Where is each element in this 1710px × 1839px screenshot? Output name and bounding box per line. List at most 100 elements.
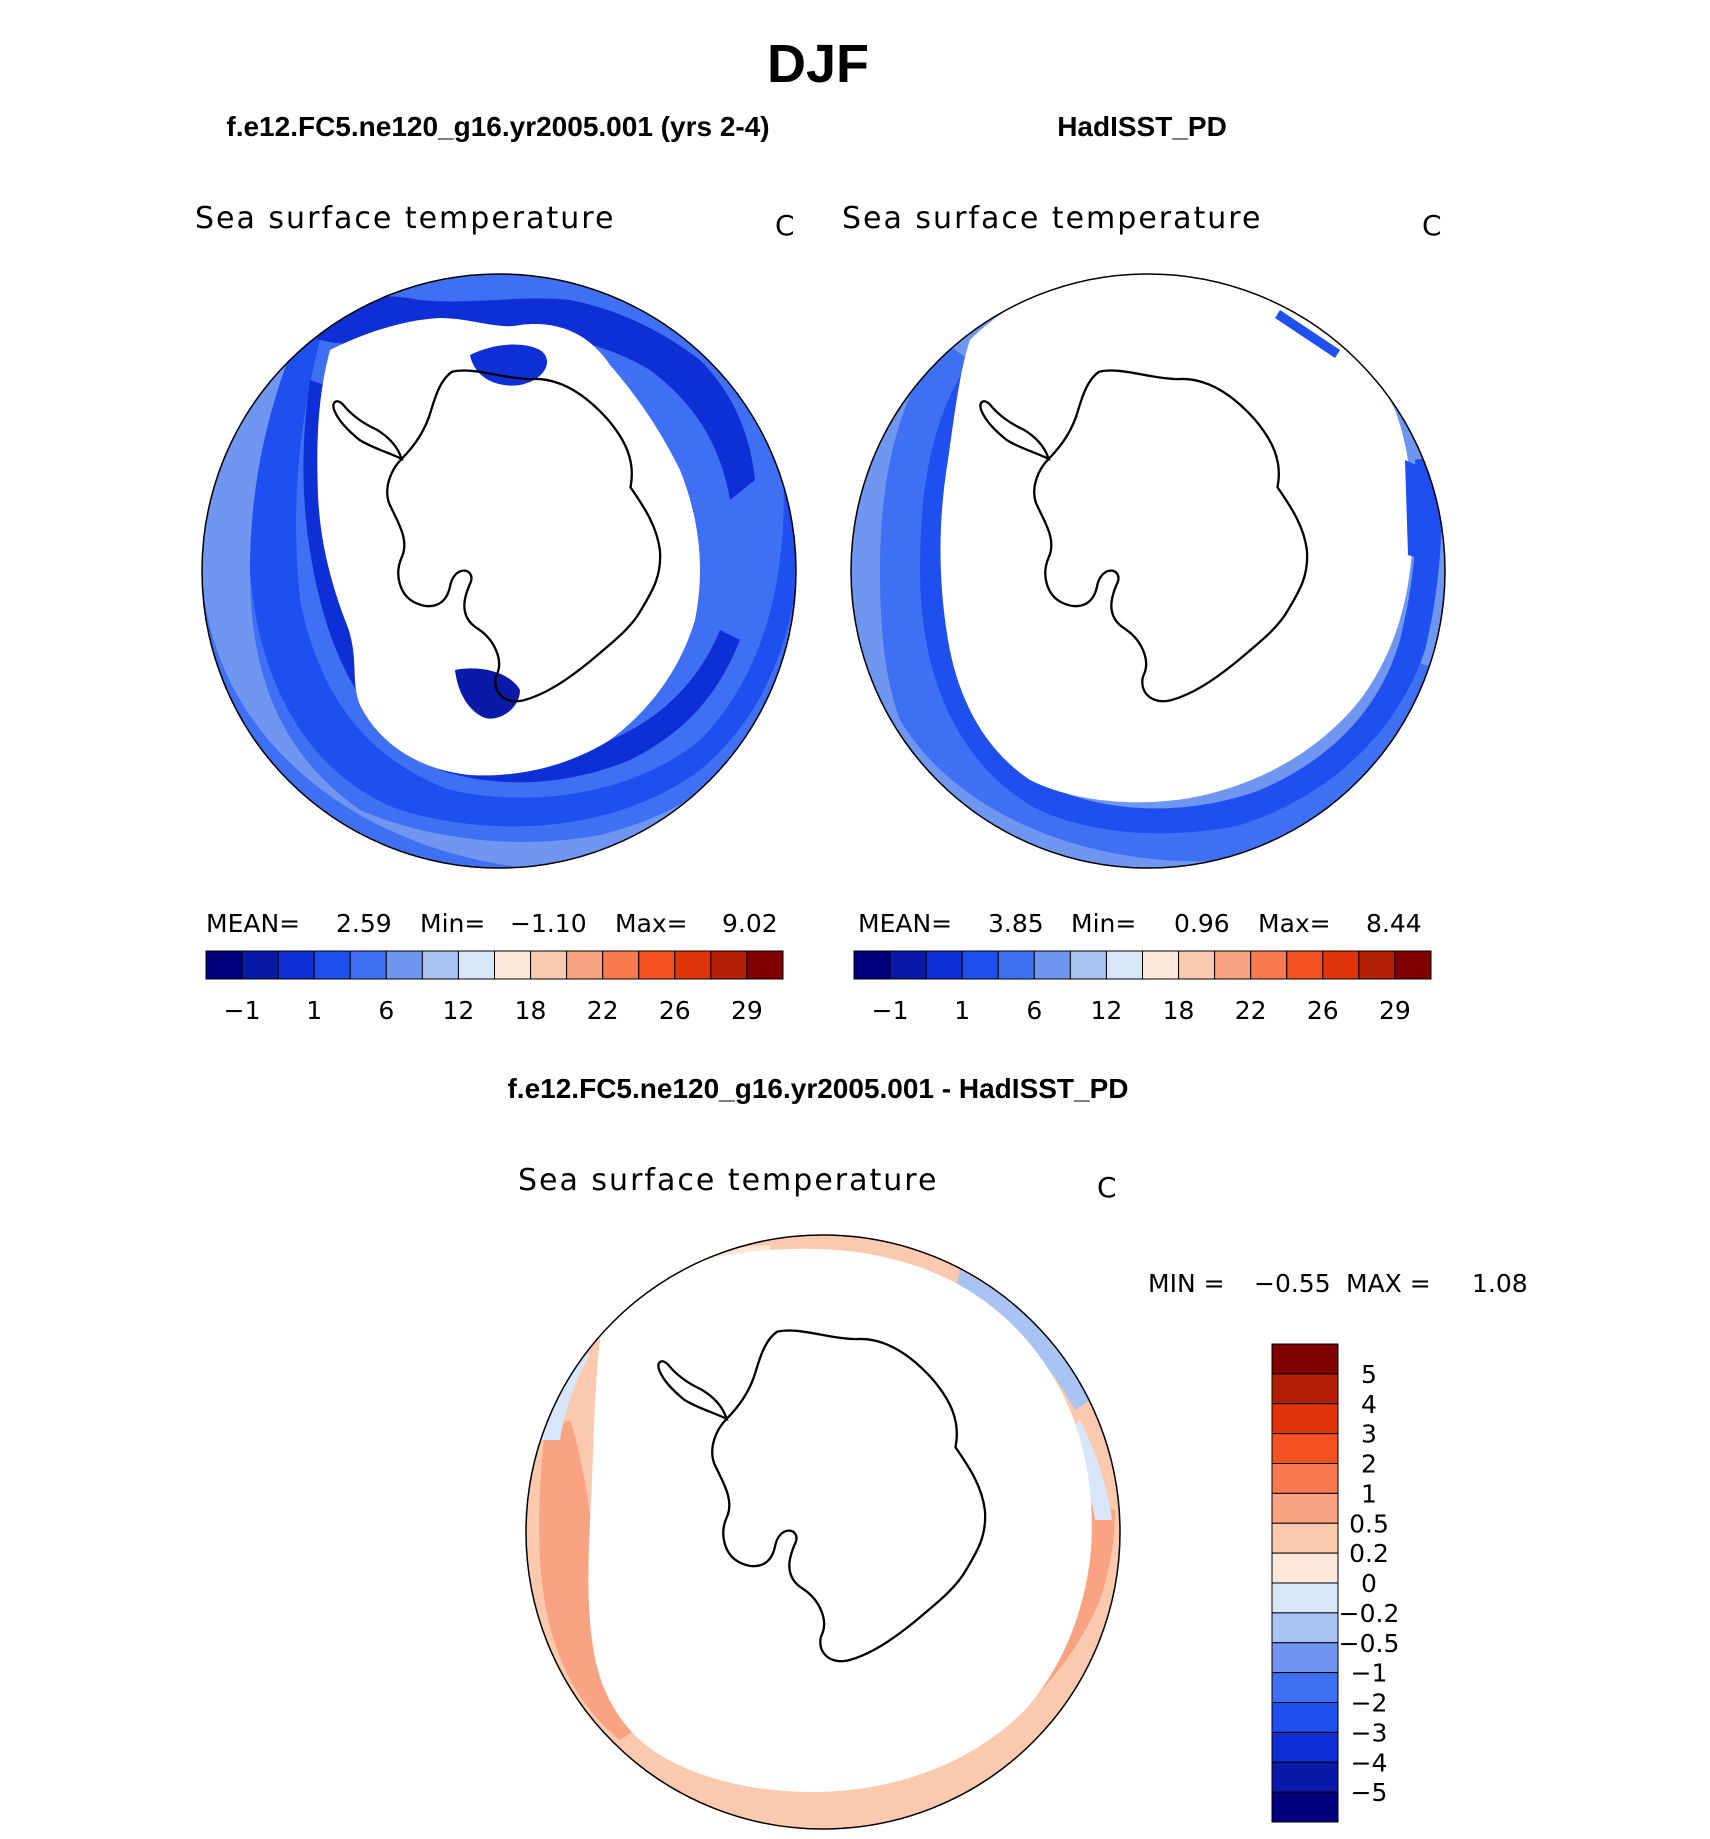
colorbar-tick-label: 0	[1361, 1569, 1377, 1598]
ice-gap-model-2	[455, 668, 520, 719]
colorbar-tick-label: 22	[1235, 996, 1267, 1025]
sea-ice-observations	[940, 274, 1413, 803]
colorbar-bin	[1271, 1761, 1339, 1793]
colorbar-tick-label: 29	[1379, 996, 1411, 1025]
map-border-difference	[525, 1234, 1121, 1830]
colorbar-tick-label: 18	[1163, 996, 1195, 1025]
map-band-model-cold	[300, 296, 755, 500]
colorbar-tick-label: −1	[224, 996, 261, 1025]
colorbar-tick-label: 1	[306, 996, 322, 1025]
colorbar-tick-label: −5	[1351, 1778, 1388, 1807]
mean-label-observations: MEAN=	[858, 909, 952, 938]
colorbar-tick-label: 3	[1361, 1420, 1377, 1449]
colorbar-bin	[349, 950, 387, 980]
colorbar-bin	[674, 950, 712, 980]
max-value-difference: 1.08	[1472, 1269, 1528, 1298]
mean-label-model: MEAN=	[206, 909, 300, 938]
colorbar-tick-label: −4	[1351, 1748, 1388, 1777]
colorbar-bin	[1322, 950, 1360, 980]
panel-difference: Sea surface temperature C MIN = −0.55 MA…	[518, 1163, 1528, 1830]
units-label-model: C	[775, 209, 795, 242]
min-value-model: −1.10	[510, 909, 587, 938]
colorbar-bin	[1271, 1582, 1339, 1614]
colorbar-bin	[1271, 1552, 1339, 1584]
colorbar-bin	[1271, 1373, 1339, 1405]
colorbar-model: −1 1 6 12 18 22 26 29	[205, 950, 784, 1025]
mean-value-observations: 3.85	[988, 909, 1044, 938]
colorbar-tick-label: 26	[1307, 996, 1339, 1025]
min-value-difference: −0.55	[1254, 1269, 1331, 1298]
colorbar-bin	[1069, 950, 1107, 980]
map-band-observations-edge	[1020, 274, 1428, 560]
colorbar-tick-label: −3	[1351, 1718, 1388, 1747]
svg-text:MEAN= 3.85 Min=: MEAN= 3.85 Min= 0.96 Max= 8.44	[858, 909, 1422, 938]
colorbar-bin	[530, 950, 568, 980]
colorbar-bin	[1271, 1612, 1339, 1644]
map-band-observations-mid	[880, 340, 1440, 862]
colorbar-bin	[1271, 1492, 1339, 1524]
colorbar-tick-label: 2	[1361, 1450, 1377, 1479]
colorbar-tick-label: 22	[587, 996, 619, 1025]
colorbar-tick-label: 29	[731, 996, 763, 1025]
max-value-model: 9.02	[722, 909, 778, 938]
colorbar-bin	[421, 950, 459, 980]
figure-title: DJF	[767, 34, 869, 94]
colorbar-bin	[457, 950, 495, 980]
colorbar-bin	[566, 950, 604, 980]
min-label-model: Min=	[420, 909, 485, 938]
colorbar-tick-label: −1	[1351, 1659, 1388, 1688]
min-label-observations: Min=	[1071, 909, 1136, 938]
colorbar-tick-label: 4	[1361, 1390, 1377, 1419]
colorbar-bin	[746, 950, 784, 980]
colorbar-bin	[889, 950, 927, 980]
max-label-model: Max=	[615, 909, 688, 938]
colorbar-bin	[638, 950, 676, 980]
colorbar-bin	[1358, 950, 1396, 980]
panel-title-difference: f.e12.FC5.ne120_g16.yr2005.001 - HadISST…	[507, 1073, 1128, 1104]
variable-label-model: Sea surface temperature	[195, 201, 615, 236]
mean-value-model: 2.59	[336, 909, 392, 938]
colorbar-tick-label: 6	[1026, 996, 1042, 1025]
colorbar-bin	[1394, 950, 1432, 980]
colorbar-bin	[1271, 1433, 1339, 1464]
colorbar-bin	[1286, 950, 1324, 980]
units-label-observations: C	[1422, 209, 1442, 242]
colorbar-bin	[710, 950, 748, 980]
colorbar-bin	[1214, 950, 1252, 980]
colorbar-bin	[494, 950, 532, 980]
panel-model: Sea surface temperature C MEAN= 2.59 Min…	[195, 201, 797, 1025]
colorbar-bin	[385, 950, 423, 980]
colorbar-tick-label: 12	[443, 996, 475, 1025]
colorbar-bin	[1271, 1672, 1339, 1703]
sea-ice-model	[317, 318, 700, 776]
colorbar-tick-label: −1	[872, 996, 909, 1025]
colorbar-bin	[1271, 1403, 1339, 1435]
colorbar-tick-label: 18	[515, 996, 547, 1025]
colorbar-tick-label: 12	[1091, 996, 1123, 1025]
colorbar-bin	[1250, 950, 1288, 980]
max-label-difference: MAX =	[1346, 1269, 1431, 1298]
colorbar-observations: −1 1 6 12 18 22 26 29	[853, 950, 1432, 1025]
variable-label-observations: Sea surface temperature	[842, 201, 1262, 236]
colorbar-tick-label: −0.2	[1339, 1599, 1400, 1628]
colorbar-bin	[1271, 1731, 1339, 1763]
colorbar-bin	[1033, 950, 1071, 980]
colorbar-bin	[1105, 950, 1143, 980]
colorbar-bin	[241, 950, 279, 980]
colorbar-tick-label: −0.5	[1339, 1629, 1400, 1658]
colorbar-bin	[961, 950, 999, 980]
svg-text:MIN = −0.55 MAX =: MIN = −0.55 MAX = 1.08	[1148, 1269, 1528, 1298]
max-value-observations: 8.44	[1366, 909, 1422, 938]
colorbar-bin	[1271, 1642, 1339, 1674]
colorbar-tick-label: 0.5	[1349, 1509, 1389, 1538]
panel-title-model: f.e12.FC5.ne120_g16.yr2005.001 (yrs 2-4)	[226, 111, 769, 142]
colorbar-bin	[1271, 1791, 1339, 1823]
colorbar-tick-label: −2	[1351, 1689, 1388, 1718]
colorbar-bin	[1271, 1522, 1339, 1554]
max-label-observations: Max=	[1258, 909, 1331, 938]
colorbar-tick-label: 5	[1361, 1360, 1377, 1389]
colorbar-bin	[277, 950, 315, 980]
colorbar-bin	[313, 950, 351, 980]
min-value-observations: 0.96	[1174, 909, 1230, 938]
